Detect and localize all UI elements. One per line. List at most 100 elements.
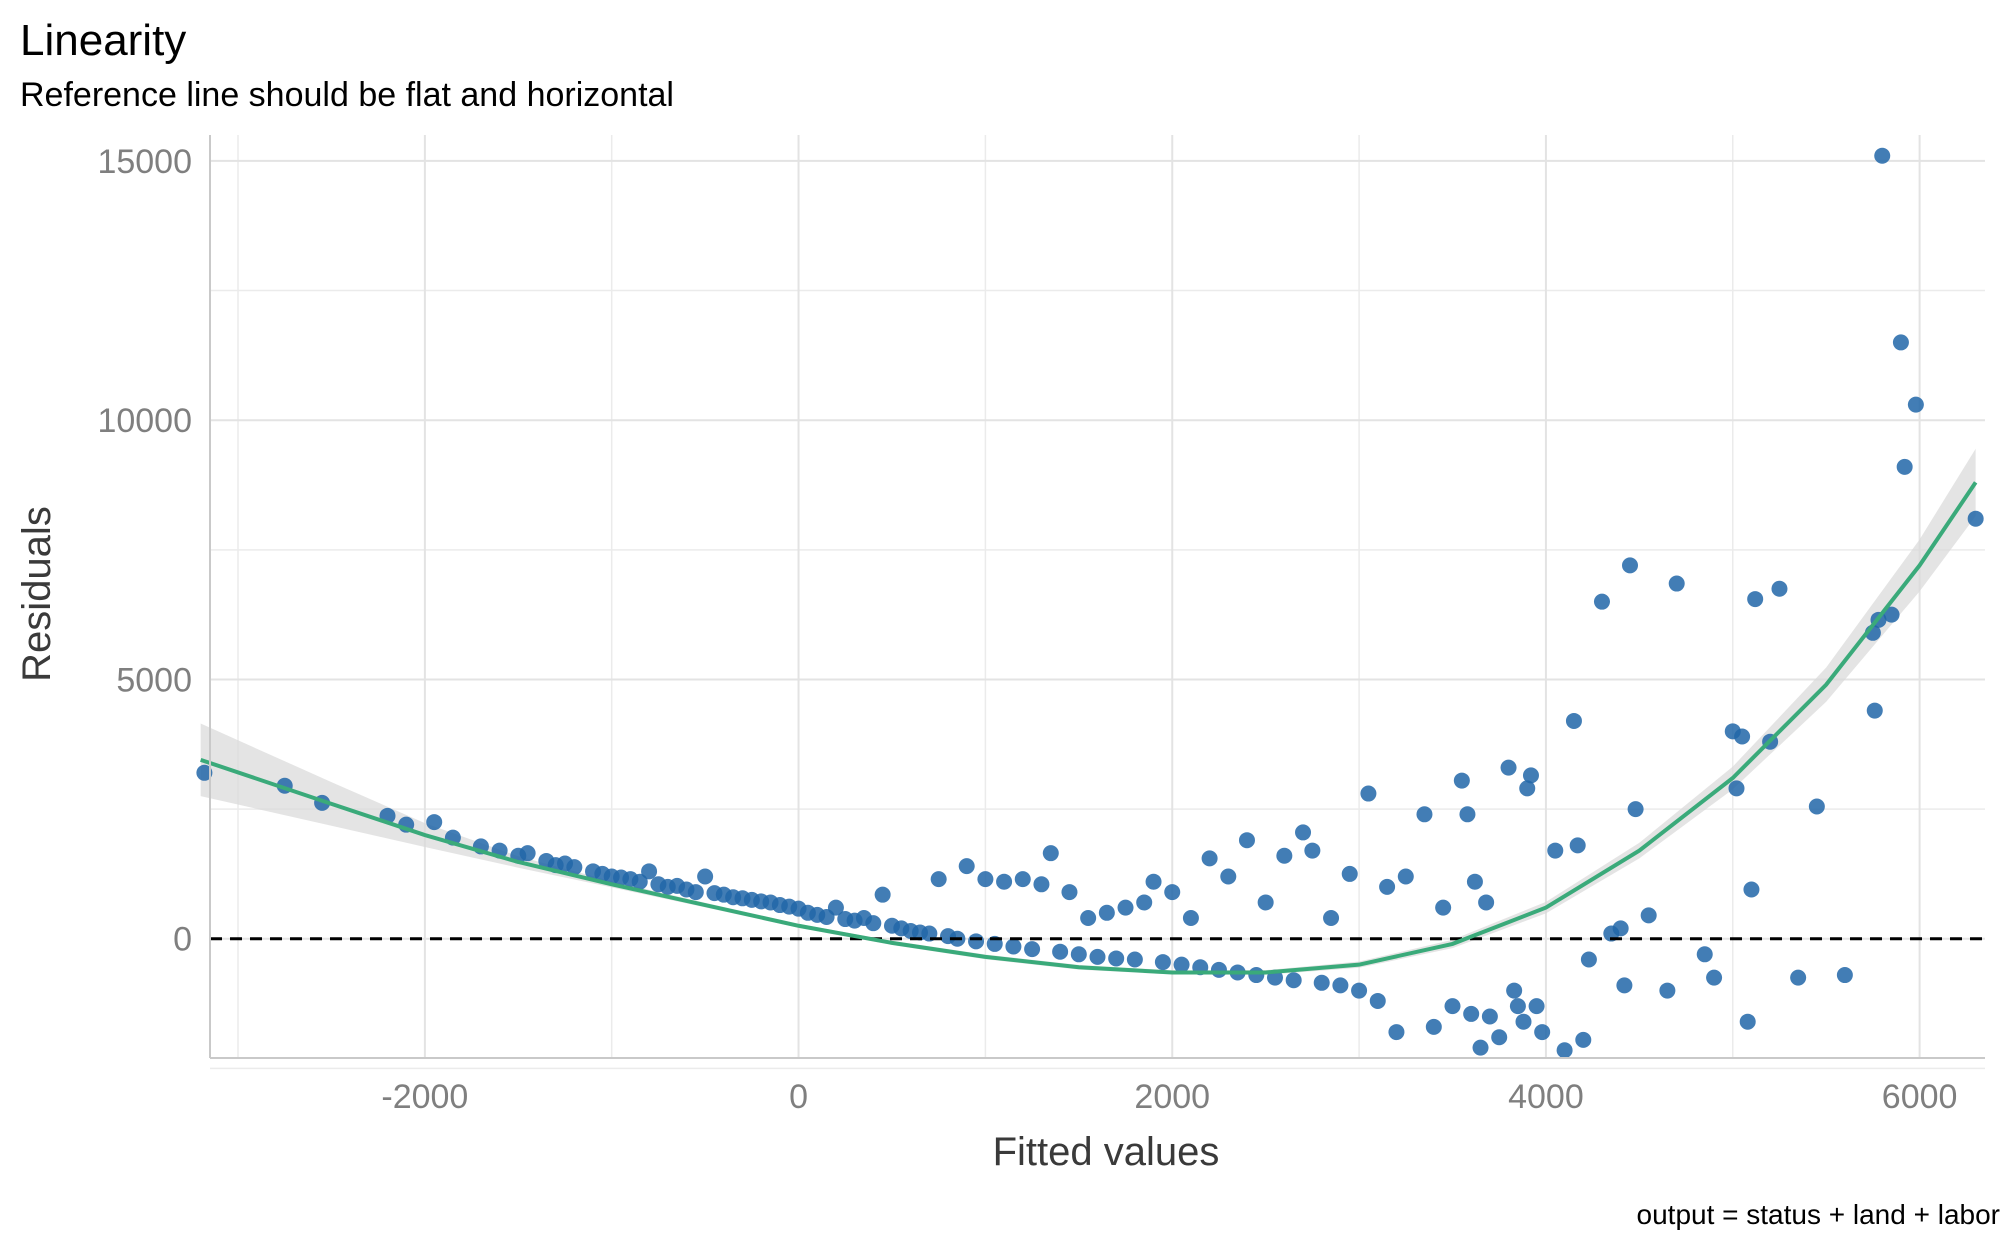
data-point [1728, 780, 1745, 797]
data-point [1033, 876, 1050, 893]
data-point [1014, 871, 1031, 888]
data-point [1593, 593, 1610, 610]
data-point [1332, 977, 1349, 994]
data-point [1416, 806, 1433, 823]
data-point [1506, 982, 1523, 999]
data-point [1257, 894, 1274, 911]
data-point [1547, 842, 1564, 859]
data-point [1173, 956, 1190, 973]
data-point [1285, 972, 1302, 989]
data-point [1580, 951, 1597, 968]
y-axis-title: Residuals [15, 506, 59, 682]
chart-subtitle: Reference line should be flat and horizo… [20, 76, 674, 114]
tick-labels: -2000 0 2000 4000 6000 0 5000 10000 15000 [97, 143, 1957, 1116]
smooth-curve-group [200, 481, 1978, 975]
data-point [1696, 946, 1713, 963]
data-point [1098, 904, 1115, 921]
data-point [1248, 967, 1265, 984]
data-point [874, 886, 891, 903]
data-point [1575, 1031, 1592, 1048]
data-point [1500, 759, 1517, 776]
y-tick-label: 0 [173, 921, 192, 959]
x-tick-label: -2000 [381, 1078, 468, 1116]
data-point [1444, 998, 1461, 1015]
data-point [566, 859, 583, 876]
grid [210, 135, 1985, 1070]
data-point [1528, 998, 1545, 1015]
data-point [1892, 334, 1909, 351]
data-point [1522, 767, 1539, 784]
data-point [1126, 951, 1143, 968]
data-point [1515, 1013, 1532, 1030]
data-point [1341, 865, 1358, 882]
data-point [631, 873, 648, 890]
x-tick-label: 2000 [1134, 1078, 1210, 1116]
data-point [1052, 943, 1069, 960]
data-point [1117, 899, 1134, 916]
data-point [1238, 832, 1255, 849]
data-point [1747, 591, 1764, 608]
data-point [1463, 1005, 1480, 1022]
data-point [865, 915, 882, 932]
data-point [1005, 938, 1022, 955]
data-point [1481, 1008, 1498, 1025]
data-point [1042, 845, 1059, 862]
confidence-band-area [200, 448, 1976, 975]
data-point [1466, 873, 1483, 890]
data-point [1967, 510, 1984, 527]
data-point [1313, 974, 1330, 991]
axes [209, 135, 1985, 1059]
data-point [930, 871, 947, 888]
data-point [1369, 992, 1386, 1009]
data-point [1896, 458, 1913, 475]
data-point [968, 933, 985, 950]
data-point [687, 884, 704, 901]
data-point [1360, 785, 1377, 802]
data-point [1659, 982, 1676, 999]
data-point [1808, 798, 1825, 815]
data-point [1388, 1024, 1405, 1041]
data-point [1743, 881, 1760, 898]
data-point [1478, 894, 1495, 911]
data-point [1616, 977, 1633, 994]
data-point [1397, 868, 1414, 885]
y-tick-label: 15000 [97, 143, 192, 181]
data-point [1640, 907, 1657, 924]
data-point [426, 814, 443, 831]
data-point [996, 873, 1013, 890]
data-point [1509, 998, 1526, 1015]
data-point [1070, 946, 1087, 963]
data-point [1164, 884, 1181, 901]
data-point [1491, 1029, 1508, 1046]
data-point [1874, 147, 1891, 164]
data-point [1210, 961, 1227, 978]
data-point [1145, 873, 1162, 890]
data-point [1612, 920, 1629, 937]
data-point [1061, 884, 1078, 901]
data-point [1534, 1024, 1551, 1041]
data-point [1556, 1042, 1573, 1059]
data-point [1304, 842, 1321, 859]
chart-title: Linearity [20, 16, 186, 65]
data-point [1108, 950, 1125, 967]
data-point [1201, 850, 1218, 867]
data-point [1739, 1013, 1756, 1030]
data-point [1435, 899, 1452, 916]
data-point [641, 863, 658, 880]
data-point [1323, 909, 1340, 926]
data-point [1024, 941, 1041, 958]
data-point [1790, 969, 1807, 986]
data-point [1154, 954, 1171, 971]
x-axis-title: Fitted values [993, 1130, 1220, 1174]
data-point [1627, 801, 1644, 818]
data-point [519, 845, 536, 862]
data-point [827, 899, 844, 916]
data-point [1089, 948, 1106, 965]
data-point [1519, 780, 1536, 797]
data-point [1706, 969, 1723, 986]
data-point [1866, 702, 1883, 719]
x-tick-label: 0 [789, 1078, 808, 1116]
data-point [1565, 712, 1582, 729]
data-point [1295, 824, 1312, 841]
